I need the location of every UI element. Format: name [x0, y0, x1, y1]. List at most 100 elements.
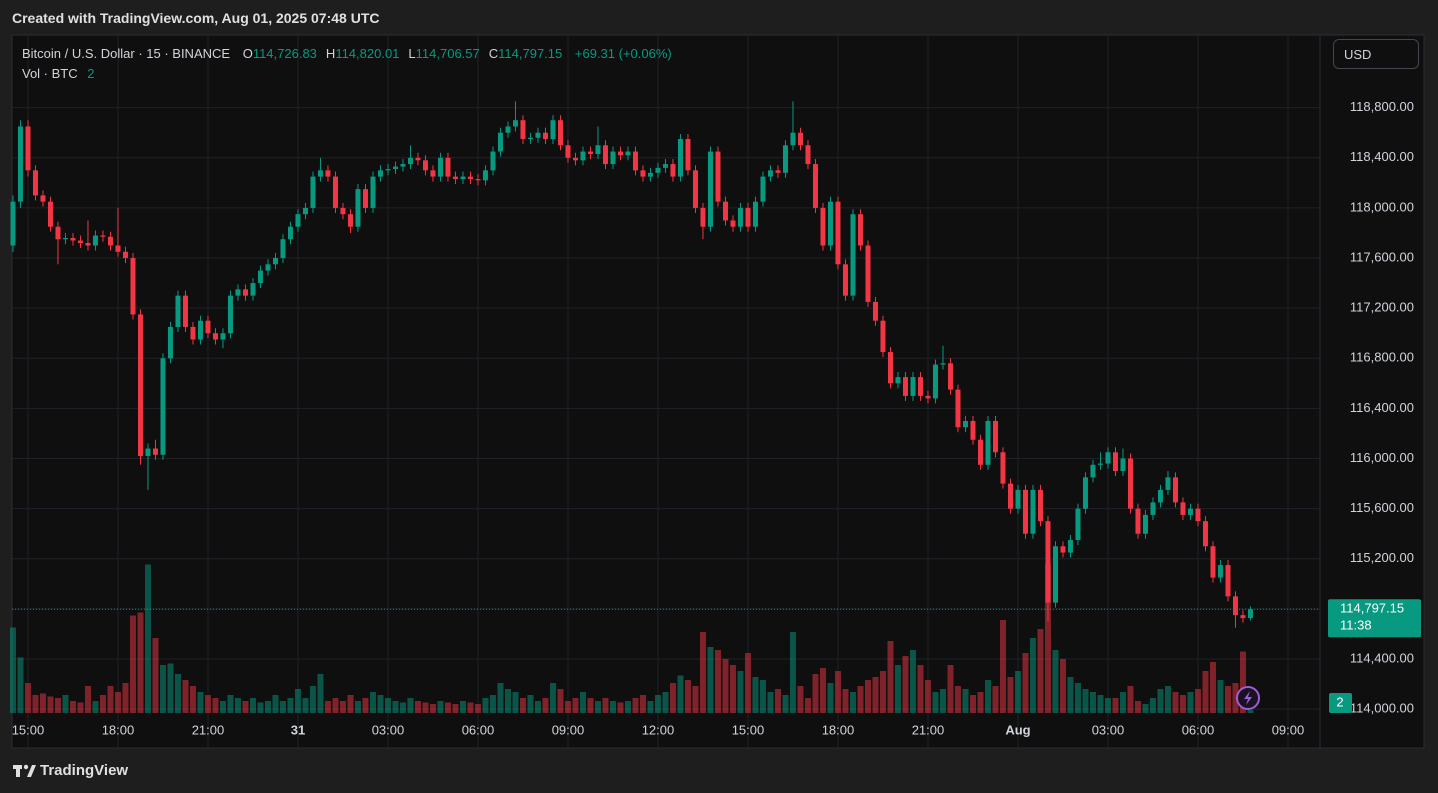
volume-bar [722, 659, 729, 713]
candle-body [47, 201, 53, 227]
volume-bar [414, 701, 421, 713]
volume-bar [1217, 680, 1224, 713]
volume-bar [782, 695, 789, 713]
volume-bar [999, 620, 1006, 713]
candle-body [677, 139, 683, 177]
candle-body [355, 189, 361, 227]
volume-bar [939, 689, 946, 713]
volume-bar [1142, 704, 1149, 713]
volume-bar [287, 698, 294, 713]
candle-body [1180, 502, 1186, 515]
candle-body [392, 166, 398, 170]
volume-bar [279, 701, 286, 713]
candle-body [152, 448, 158, 455]
y-tick-label: 114,000.00 [1350, 701, 1414, 716]
candle-body [482, 170, 488, 181]
volume-bar [219, 701, 226, 713]
volume-bar [392, 701, 399, 713]
x-tick-label: Aug [1005, 722, 1030, 737]
candle-body [107, 236, 113, 246]
volume-bar [9, 627, 16, 713]
candle-body [452, 176, 458, 180]
candle-body [287, 226, 293, 240]
candle-body [122, 251, 128, 259]
candle-body [1105, 452, 1111, 464]
volume-bar [797, 686, 804, 713]
volume-bar [332, 698, 339, 713]
volume-bar [17, 657, 24, 713]
candle-body [490, 151, 496, 171]
candle-body [1007, 483, 1013, 509]
volume-bar [437, 701, 444, 713]
candle-body [1075, 508, 1081, 540]
last-price-box [1328, 599, 1421, 638]
volume-bar [407, 698, 414, 713]
y-tick-label: 116,800.00 [1350, 350, 1414, 365]
volume-bar [197, 692, 204, 713]
candle-body [535, 132, 541, 138]
candle-body [505, 126, 511, 133]
candle-body [850, 214, 856, 296]
candle-body [1067, 539, 1073, 553]
volume-bar [902, 656, 909, 713]
candle-body [220, 333, 226, 340]
volume-bar [129, 615, 136, 713]
currency-button[interactable]: USD [1333, 39, 1419, 69]
candle-body [527, 137, 533, 140]
x-tick-label: 15:00 [732, 722, 765, 737]
volume-bar [804, 698, 811, 713]
volume-bar [1029, 638, 1036, 713]
volume-bar [32, 695, 39, 713]
volume-bar [954, 686, 961, 713]
candle-body [947, 363, 953, 390]
candle-body [197, 320, 203, 340]
candle-body [182, 295, 188, 327]
y-tick-label: 117,600.00 [1350, 249, 1414, 264]
volume-bar [1097, 695, 1104, 713]
candle-body [940, 363, 946, 365]
candle-body [130, 258, 136, 315]
candle-body [445, 157, 451, 177]
candle-body [700, 207, 706, 227]
candle-body [1022, 489, 1028, 534]
volume-bar [467, 702, 474, 713]
volume-bar [144, 564, 151, 713]
volume-bar [317, 674, 324, 713]
candle-body [557, 120, 563, 146]
ohlc-value: 114,797.15 [498, 46, 563, 61]
volume-bar [1149, 698, 1156, 713]
candle-body [475, 179, 481, 181]
volume-bar [1127, 686, 1134, 713]
ohlc-value: 114,706.57 [415, 46, 480, 61]
volume-bar [1082, 689, 1089, 713]
candle-body [955, 389, 961, 428]
volume-bar [1224, 686, 1231, 713]
candle-body [1202, 521, 1208, 547]
volume-bar [1194, 689, 1201, 713]
volume-bar [752, 677, 759, 713]
candle-body [835, 201, 841, 265]
candle-body [415, 157, 421, 161]
volume-bar [1239, 651, 1246, 713]
candle-body [1030, 489, 1036, 534]
volume-bar [444, 702, 451, 713]
volume-bar [77, 702, 84, 713]
volume-bar [587, 698, 594, 713]
assistant-icon[interactable] [1236, 686, 1260, 710]
volume-bar [834, 671, 841, 713]
x-tick-label: 18:00 [102, 722, 135, 737]
volume-bar [1164, 686, 1171, 713]
volume-bar [639, 695, 646, 713]
candle-body [692, 170, 698, 208]
candle-body [227, 295, 233, 334]
volume-bar [609, 701, 616, 713]
volume-value-box [1329, 693, 1352, 713]
volume-bar [294, 689, 301, 713]
volume-bar [302, 698, 309, 713]
volume-bar [152, 638, 159, 713]
candle-body [730, 220, 736, 227]
candle-body [1142, 514, 1148, 534]
candle-body [595, 145, 601, 155]
candle-body [1037, 489, 1043, 522]
x-tick-label: 15:00 [12, 722, 45, 737]
